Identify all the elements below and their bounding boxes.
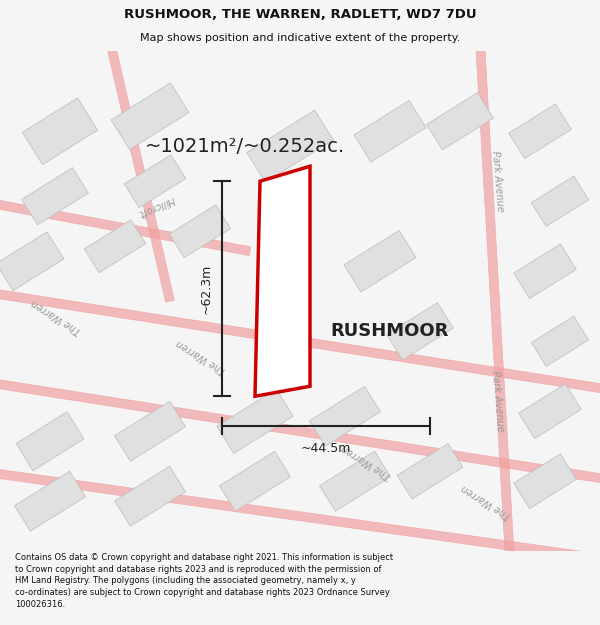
Polygon shape [220, 451, 290, 511]
Text: Hillcroft: Hillcroft [137, 194, 176, 218]
Polygon shape [16, 412, 84, 471]
Polygon shape [111, 83, 189, 149]
Polygon shape [344, 231, 416, 292]
Text: The Warren: The Warren [175, 337, 228, 376]
Polygon shape [247, 110, 333, 182]
Polygon shape [14, 471, 86, 531]
Polygon shape [514, 244, 576, 299]
Polygon shape [319, 451, 391, 511]
Text: Map shows position and indicative extent of the property.: Map shows position and indicative extent… [140, 33, 460, 44]
Polygon shape [532, 316, 589, 366]
Polygon shape [84, 220, 146, 272]
Text: The Warren: The Warren [30, 297, 83, 336]
Polygon shape [106, 40, 175, 302]
Text: RUSHMOOR: RUSHMOOR [330, 322, 448, 340]
Text: Park Avenue: Park Avenue [490, 150, 505, 213]
Polygon shape [0, 197, 251, 256]
Text: The Warren: The Warren [460, 482, 513, 521]
Polygon shape [310, 386, 380, 446]
Polygon shape [217, 389, 293, 453]
Polygon shape [22, 98, 98, 164]
Polygon shape [476, 41, 514, 561]
Polygon shape [115, 466, 185, 526]
Polygon shape [532, 176, 589, 226]
Polygon shape [0, 287, 600, 396]
Polygon shape [0, 467, 600, 566]
Text: The Warren: The Warren [340, 442, 393, 481]
Polygon shape [0, 377, 600, 486]
Polygon shape [115, 401, 185, 461]
Polygon shape [255, 166, 310, 396]
Text: Contains OS data © Crown copyright and database right 2021. This information is : Contains OS data © Crown copyright and d… [15, 552, 393, 609]
Polygon shape [397, 444, 463, 499]
Text: Park Avenue: Park Avenue [490, 370, 505, 432]
Polygon shape [509, 104, 571, 159]
Polygon shape [514, 454, 576, 509]
Text: ~62.3m: ~62.3m [199, 264, 212, 314]
Text: RUSHMOOR, THE WARREN, RADLETT, WD7 7DU: RUSHMOOR, THE WARREN, RADLETT, WD7 7DU [124, 8, 476, 21]
Polygon shape [0, 232, 64, 291]
Polygon shape [124, 155, 186, 208]
Polygon shape [354, 101, 426, 162]
Text: ~44.5m: ~44.5m [301, 442, 351, 455]
Polygon shape [427, 92, 493, 150]
Text: ~1021m²/~0.252ac.: ~1021m²/~0.252ac. [145, 137, 345, 156]
Polygon shape [22, 168, 88, 225]
Polygon shape [519, 384, 581, 439]
Polygon shape [169, 205, 231, 258]
Polygon shape [386, 302, 454, 360]
